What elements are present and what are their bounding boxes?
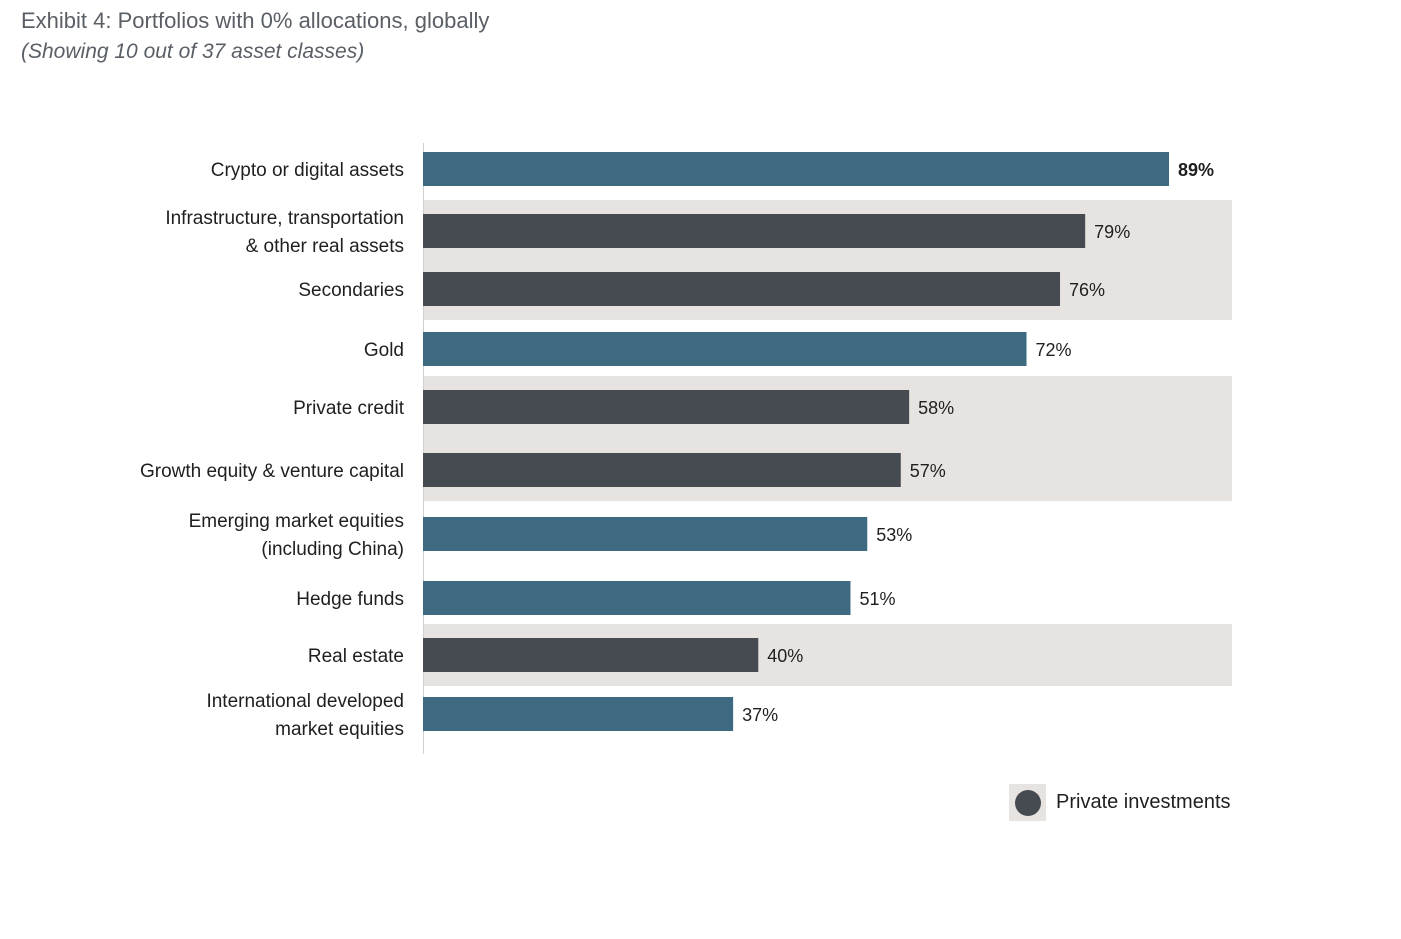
value-label: 79% xyxy=(1094,222,1130,242)
category-label: Infrastructure, transportation xyxy=(165,208,404,229)
legend: Private investments xyxy=(1009,784,1231,821)
category-label: Hedge funds xyxy=(296,589,404,610)
category-label: Emerging market equities xyxy=(189,511,404,532)
chart-title: Exhibit 4: Portfolios with 0% allocation… xyxy=(21,8,490,33)
bar xyxy=(423,697,734,731)
category-label: market equities xyxy=(275,719,404,740)
category-label: & other real assets xyxy=(246,236,404,257)
category-label: Crypto or digital assets xyxy=(211,160,404,181)
bar xyxy=(423,272,1061,306)
value-label: 37% xyxy=(742,705,778,725)
legend-swatch xyxy=(1009,784,1046,821)
value-label: 57% xyxy=(910,461,946,481)
category-label: (including China) xyxy=(261,539,404,560)
category-label: Private credit xyxy=(293,398,405,419)
value-label: 89% xyxy=(1178,160,1214,180)
bar xyxy=(423,152,1169,186)
category-label: Growth equity & venture capital xyxy=(140,461,404,482)
value-label: 72% xyxy=(1036,340,1072,360)
category-label: Gold xyxy=(364,340,404,361)
bar xyxy=(423,332,1027,366)
dark-circle-icon xyxy=(1014,789,1041,816)
legend-label: Private investments xyxy=(1056,791,1231,813)
bar xyxy=(423,517,868,551)
value-label: 58% xyxy=(918,398,954,418)
category-label: Secondaries xyxy=(298,280,404,301)
bar xyxy=(423,453,901,487)
value-label: 40% xyxy=(767,646,803,666)
category-label: Real estate xyxy=(308,646,404,667)
chart-subtitle: (Showing 10 out of 37 asset classes) xyxy=(21,40,365,63)
value-label: 51% xyxy=(859,589,895,609)
value-label: 76% xyxy=(1069,280,1105,300)
bar xyxy=(423,638,759,672)
value-label: 53% xyxy=(876,525,912,545)
bar xyxy=(423,214,1086,248)
category-label: International developed xyxy=(206,691,404,712)
bar xyxy=(423,390,910,424)
bar xyxy=(423,581,851,615)
